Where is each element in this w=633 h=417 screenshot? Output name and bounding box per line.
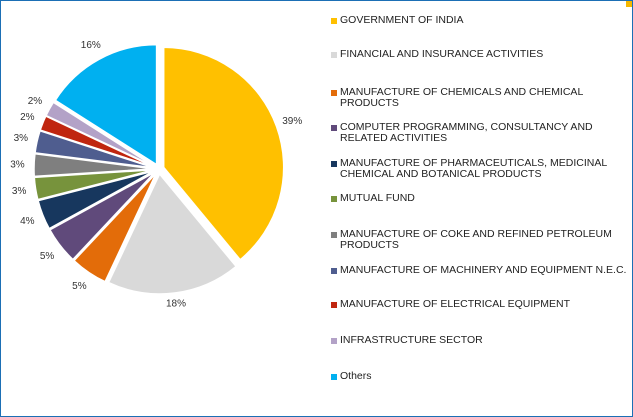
pie-chart: 39% 18% 5% 5% 4% 3% 3% 3% 2% 2% 16% xyxy=(10,40,302,310)
legend-label: MANUFACTURE OF MACHINERY AND EQUIPMENT N… xyxy=(340,264,627,276)
legend-label: FINANCIAL AND INSURANCE ACTIVITIES xyxy=(340,48,544,60)
legend-swatch xyxy=(331,302,337,308)
pie-slice-7 xyxy=(33,152,155,178)
slice-percentage-label: 4% xyxy=(20,216,35,227)
pie-slice-10 xyxy=(45,101,156,168)
legend-swatch xyxy=(331,374,337,380)
percentage-labels: 39% 18% 5% 5% 4% 3% 3% 3% 2% 2% 16% xyxy=(10,40,302,310)
pie-slice-11 xyxy=(54,43,158,166)
pie-slice-5 xyxy=(37,170,155,230)
legend-swatch xyxy=(331,125,337,131)
pie-slice-8 xyxy=(34,129,155,169)
slice-percentage-label: 18% xyxy=(166,299,186,310)
slice-percentage-label: 3% xyxy=(14,133,29,144)
legend-swatch xyxy=(331,338,337,344)
pie-slice-6 xyxy=(33,169,155,201)
slice-percentage-label: 16% xyxy=(81,40,101,51)
legend-swatch xyxy=(331,268,337,274)
slice-percentage-label: 5% xyxy=(40,251,55,262)
legend-swatch xyxy=(331,52,337,58)
legend-label: MUTUAL FUND xyxy=(340,192,415,204)
pie-slice-4 xyxy=(48,171,156,261)
legend-swatch xyxy=(331,161,337,167)
legend-label: GOVERNMENT OF INDIA xyxy=(340,14,464,26)
pie-slice-2 xyxy=(107,172,238,295)
slice-percentage-label: 3% xyxy=(12,186,27,197)
legend-swatch xyxy=(331,18,337,24)
slice-percentage-label: 2% xyxy=(28,96,43,107)
slice-percentage-label: 5% xyxy=(72,281,87,292)
slice-percentage-label: 39% xyxy=(282,116,302,127)
legend-swatch xyxy=(331,196,337,202)
legend-label: INFRASTRUCTURE SECTOR xyxy=(340,334,483,346)
legend-label: COMPUTER PROGRAMMING, CONSULTANCY AND RE… xyxy=(340,121,593,144)
slice-percentage-label: 3% xyxy=(10,160,25,171)
legend-label: MANUFACTURE OF PHARMACEUTICALS, MEDICINA… xyxy=(340,157,607,180)
legend-label: MANUFACTURE OF ELECTRICAL EQUIPMENT xyxy=(340,298,571,310)
legend-swatch xyxy=(331,232,337,238)
legend-label: MANUFACTURE OF CHEMICALS AND CHEMICAL PR… xyxy=(340,86,583,109)
slice-percentage-label: 2% xyxy=(20,112,35,123)
corner-accent xyxy=(626,1,632,7)
legend-label: MANUFACTURE OF COKE AND REFINED PETROLEU… xyxy=(340,228,612,251)
legend-label: Others xyxy=(340,370,372,382)
pie-slice-3 xyxy=(72,172,157,283)
legend-swatch xyxy=(331,90,337,96)
pie-slices xyxy=(33,43,285,295)
pie-slice-1 xyxy=(162,46,285,261)
